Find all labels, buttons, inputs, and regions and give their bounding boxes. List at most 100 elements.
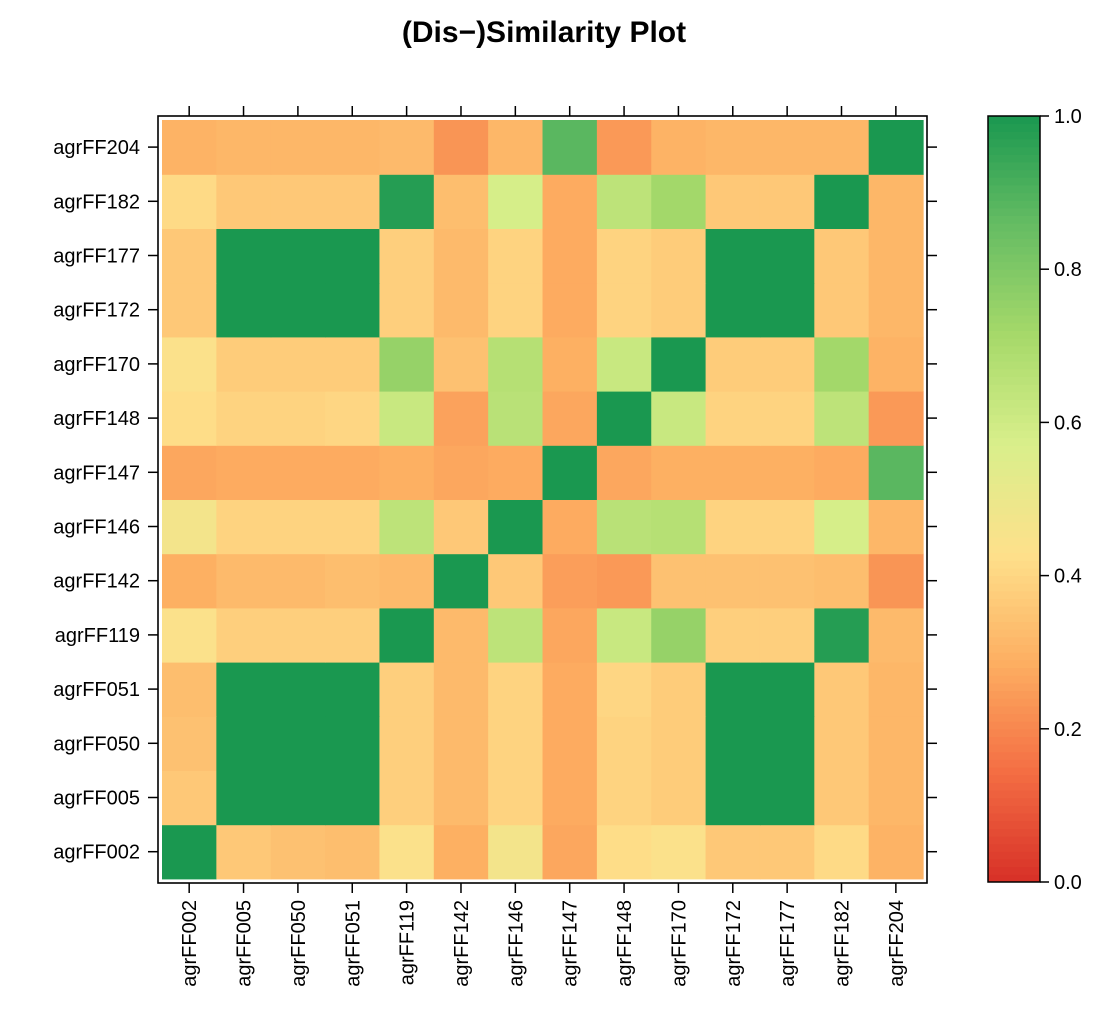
x-tick-label: agrFF182 <box>832 900 854 987</box>
y-tick-label: agrFF146 <box>53 517 140 539</box>
colorbar-segment <box>988 483 1040 492</box>
heatmap-cell <box>651 824 707 880</box>
colorbar-segment <box>988 215 1040 224</box>
colorbar-segment <box>988 521 1040 531</box>
colorbar-segment <box>988 552 1040 561</box>
colorbar-segment <box>988 353 1040 362</box>
x-tick-label: agrFF148 <box>614 900 636 987</box>
colorbar-segment <box>988 123 1040 132</box>
colorbar-segment <box>988 606 1040 615</box>
colorbar-segment <box>988 276 1040 286</box>
heatmap-cell <box>705 499 761 555</box>
heatmap-cell <box>379 391 435 446</box>
x-tick-label: agrFF146 <box>505 900 527 987</box>
y-tick-label: agrFF002 <box>53 842 140 864</box>
heatmap-cell <box>759 662 815 717</box>
heatmap-cell <box>542 282 598 338</box>
heatmap-cell <box>379 282 435 338</box>
heatmap-cell <box>162 607 217 663</box>
heatmap-cell <box>705 553 761 609</box>
heatmap-cell <box>759 770 815 826</box>
heatmap-cell <box>705 174 761 229</box>
heatmap-cell <box>379 336 435 392</box>
y-tick-label: agrFF051 <box>53 679 140 701</box>
heatmap-cell <box>705 120 761 175</box>
y-tick-label: agrFF142 <box>53 571 140 593</box>
colorbar-segment <box>988 537 1040 546</box>
heatmap-cell <box>270 770 326 826</box>
heatmap-cell <box>651 716 707 771</box>
heatmap-cell <box>433 336 489 392</box>
colorbar-segment <box>988 859 1040 868</box>
heatmap-cell <box>325 553 381 609</box>
colorbar-tick-label: 1.0 <box>1054 106 1082 128</box>
colorbar-segment <box>988 131 1040 140</box>
y-tick-label: agrFF148 <box>53 408 140 430</box>
heatmap-cell <box>651 228 707 284</box>
heatmap-cell <box>488 228 544 284</box>
colorbar-segment <box>988 177 1040 186</box>
colorbar-segment <box>988 667 1040 676</box>
heatmap-cell <box>216 662 272 717</box>
heatmap-cell <box>868 770 924 826</box>
heatmap-cell <box>162 445 217 500</box>
colorbar-segment <box>988 437 1040 446</box>
y-tick-label: agrFF172 <box>53 300 140 322</box>
heatmap-cell <box>325 499 381 555</box>
heatmap-cell <box>759 120 815 175</box>
heatmap-cell <box>705 607 761 663</box>
heatmap-cell <box>868 391 924 446</box>
heatmap-cell <box>868 445 924 500</box>
heatmap-cell <box>325 336 381 392</box>
colorbar-tick-label: 0.0 <box>1054 872 1082 894</box>
heatmap-cell <box>868 228 924 284</box>
colorbar-segment <box>988 767 1040 776</box>
heatmap-cell <box>379 662 435 717</box>
heatmap-cell <box>379 716 435 771</box>
colorbar-segment <box>988 813 1040 822</box>
heatmap-cell <box>596 607 652 663</box>
colorbar-segment <box>988 636 1040 646</box>
heatmap-cell <box>814 445 870 500</box>
colorbar-segment <box>988 460 1040 469</box>
x-tick-label: agrFF002 <box>179 900 201 987</box>
colorbar-frame <box>987 115 1041 883</box>
heatmap-cell <box>542 445 598 500</box>
heatmap-cell <box>162 120 217 175</box>
heatmap-cell <box>759 336 815 392</box>
heatmap-cell <box>270 336 326 392</box>
y-tick-label: agrFF050 <box>53 733 140 755</box>
colorbar-segment <box>988 659 1040 669</box>
heatmap-cell <box>596 391 652 446</box>
heatmap-cell <box>162 336 217 392</box>
colorbar-segment <box>988 713 1040 722</box>
colorbar-segment <box>988 453 1040 462</box>
colorbar-segment <box>988 391 1040 400</box>
heatmap-cell <box>162 499 217 555</box>
heatmap-cell <box>651 336 707 392</box>
x-tick-label: agrFF005 <box>234 900 256 987</box>
heatmap-cell <box>162 391 217 446</box>
heatmap-cell <box>270 716 326 771</box>
heatmap-cell <box>868 716 924 771</box>
colorbar-segment <box>988 322 1040 331</box>
colorbar-segment <box>988 407 1040 416</box>
colorbar-segment <box>988 284 1040 293</box>
heatmap-cell <box>651 770 707 826</box>
y-axis-labels: agrFF002 agrFF005 agrFF050 agrFF051 agrFF119… <box>53 137 140 864</box>
colorbar-segment <box>988 728 1040 737</box>
colorbar-segment <box>988 690 1040 699</box>
heatmap-cell <box>488 824 544 880</box>
heatmap-cell <box>759 391 815 446</box>
heatmap-cell <box>488 391 544 446</box>
colorbar-segment <box>988 721 1040 730</box>
heatmap-cell <box>433 607 489 663</box>
heatmap-cell <box>596 824 652 880</box>
heatmap-cell <box>379 824 435 880</box>
heatmap-cell <box>814 824 870 880</box>
heatmap-cell <box>542 120 598 175</box>
colorbar-segment <box>988 499 1040 508</box>
heatmap-cell <box>216 716 272 771</box>
heatmap-cell <box>488 499 544 555</box>
heatmap-cell <box>705 282 761 338</box>
